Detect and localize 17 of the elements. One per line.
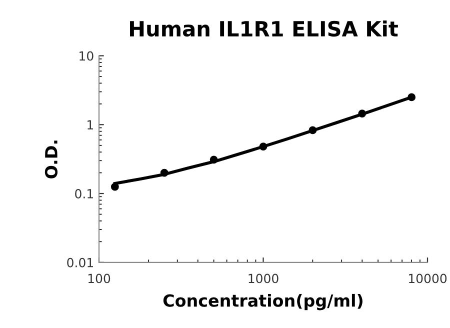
y-tick-label: 1 (88, 120, 93, 130)
x-tick-label: 100 (88, 274, 110, 284)
point (210, 156, 218, 164)
chart-title: Human IL1R1 ELISA Kit (130, 20, 398, 37)
point (259, 142, 268, 151)
point (110, 182, 119, 191)
y-axis-title: O.D. (44, 140, 58, 178)
point (308, 126, 317, 134)
point (358, 110, 366, 118)
x-tick-label: 1000 (248, 274, 278, 284)
y-tick-label: 10 (80, 51, 94, 61)
x-tick-label: 10000 (408, 274, 447, 284)
point (160, 168, 168, 177)
x-axis-title: Concentration(pg/ml) (163, 294, 362, 310)
y-tick-label: 0.1 (75, 188, 93, 198)
y-tick-label: 0.01 (67, 258, 93, 268)
point (408, 93, 416, 102)
